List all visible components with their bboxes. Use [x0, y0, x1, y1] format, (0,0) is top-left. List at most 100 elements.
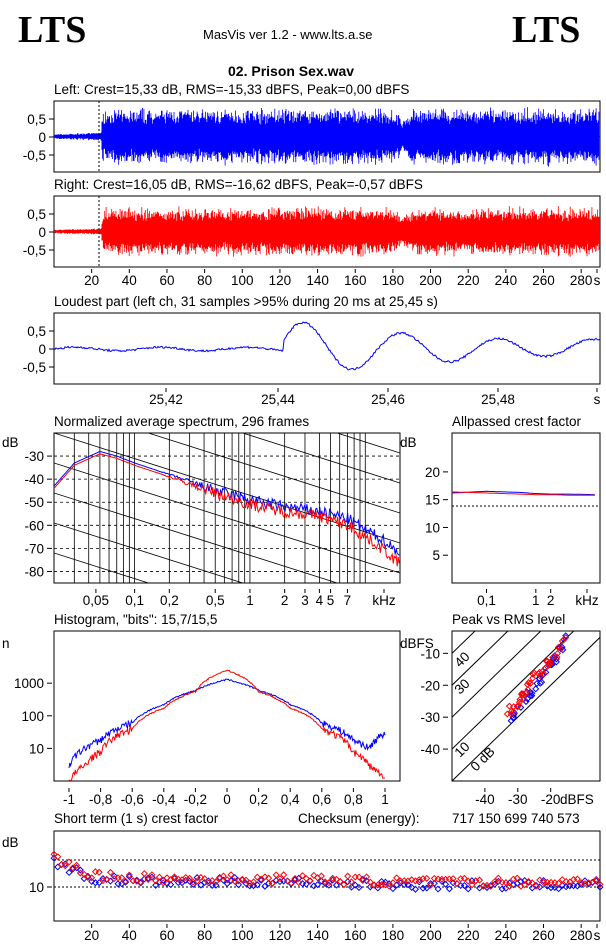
- spectrum-slope: [54, 283, 400, 393]
- shortcrest-point: [144, 875, 152, 884]
- x-tick-label: 2: [281, 593, 289, 608]
- shortcrest-point: [393, 874, 401, 882]
- y-tick-label: 100: [21, 709, 44, 724]
- loudest-frame: [53, 312, 601, 385]
- y-tick-label: 10: [29, 741, 44, 756]
- x-tick-label: 280: [570, 928, 593, 943]
- shortcrest-point: [114, 880, 122, 888]
- shortcrest-point: [61, 862, 69, 870]
- spectrum-title: Normalized average spectrum, 296 frames: [54, 414, 310, 429]
- shortcrest-point: [193, 877, 201, 885]
- app-title: MasVis ver 1.2 - www.lts.a.se: [203, 27, 373, 42]
- shortcrest-point: [453, 879, 461, 888]
- crest-chart: dB: [400, 432, 601, 584]
- diagonal-label: 30: [452, 676, 473, 697]
- shortcrest-point: [445, 885, 453, 893]
- y-tick-label: -80: [24, 564, 44, 579]
- y-tick-label: -0,5: [23, 243, 46, 258]
- x-tick-label: 140: [306, 928, 329, 943]
- y-tick-label: 10: [425, 520, 440, 535]
- peakrms-point: [518, 690, 526, 698]
- shortcrest-point: [502, 879, 510, 887]
- peakrms-diagonal: [452, 631, 476, 655]
- shortcrest-point: [287, 879, 295, 887]
- y-tick-label: 0,5: [27, 112, 46, 127]
- shortcrest-point: [543, 878, 551, 886]
- shortcrest-point: [513, 874, 521, 882]
- peakrms-point: [503, 710, 511, 718]
- shortcrest-point: [344, 872, 352, 880]
- x-tick-label: 25,46: [371, 392, 405, 407]
- peakrms-xlabel: dBFS: [560, 792, 594, 807]
- shortcrest-point: [95, 868, 103, 876]
- shortcrest-point: [80, 870, 88, 878]
- x-tick-label: -0,6: [121, 792, 144, 807]
- x-tick-label: 260: [532, 273, 555, 288]
- right-waveform-title: Right: Crest=16,05 dB, RMS=-16,62 dBFS, …: [54, 177, 423, 192]
- shortcrest-point: [272, 871, 280, 879]
- shortcrest-point: [506, 882, 514, 890]
- peakrms-point: [520, 691, 528, 699]
- loudest-trace: [53, 321, 601, 371]
- shortcrest-point: [95, 879, 103, 887]
- peakrms-point: [507, 707, 516, 715]
- shortcrest-point: [404, 881, 412, 889]
- diagonal-label: 40: [452, 649, 473, 670]
- x-tick-label: 180: [382, 273, 405, 288]
- x-tick-label: -0,8: [89, 792, 112, 807]
- spectrum-ylabel: dB: [2, 435, 19, 450]
- peakrms-ylabel: dBFS: [400, 636, 434, 651]
- shortcrest-point: [227, 871, 235, 879]
- peakrms-point: [515, 701, 523, 709]
- left-waveform-chart: [53, 100, 601, 173]
- x-tick-label: 0,4: [281, 792, 300, 807]
- y-tick-label: 20: [425, 465, 440, 480]
- y-tick-label: 0,5: [27, 324, 46, 339]
- right-waveform-chart: [53, 195, 601, 268]
- x-tick-label: s: [594, 273, 601, 288]
- shortcrest-point: [400, 881, 408, 889]
- peakrms-diagonal: [452, 631, 575, 750]
- peakrms-point: [522, 689, 530, 697]
- peakrms-point: [558, 637, 566, 645]
- shortcrest-point: [91, 879, 99, 887]
- shortcrest-point: [54, 853, 62, 861]
- y-tick-label: -70: [24, 541, 44, 556]
- shortcrest-point: [336, 877, 344, 886]
- shortcrest-point: [596, 880, 604, 888]
- shortcrest-point: [125, 873, 133, 881]
- peakrms-point: [562, 632, 570, 640]
- shortcrest-point: [566, 882, 574, 890]
- shortcrest-point: [250, 878, 258, 886]
- shortcrest-point: [411, 885, 420, 893]
- x-tick-label: -0,2: [184, 792, 207, 807]
- y-tick-label: 15: [425, 493, 440, 508]
- shortcrest-point: [325, 879, 333, 887]
- x-tick-label: 180: [382, 928, 405, 943]
- shortcrest-point: [268, 879, 276, 888]
- shortcrest-point: [159, 879, 167, 887]
- peakrms-point: [525, 679, 533, 687]
- shortcrest-point: [570, 882, 578, 890]
- peakrms-point: [532, 685, 540, 693]
- x-tick-label: -20: [541, 792, 561, 807]
- shortcrest-point: [468, 881, 476, 889]
- shortcrest-point: [103, 875, 111, 883]
- shortcrest-point: [460, 874, 468, 882]
- shortcrest-point: [351, 873, 359, 881]
- x-tick-label: 40: [122, 273, 137, 288]
- shortcrest-point: [423, 874, 431, 882]
- shortcrest-point: [152, 881, 160, 889]
- shortcrest-point: [302, 880, 310, 888]
- spectrum-slope: [54, 433, 400, 544]
- histogram-series-red: [68, 669, 385, 782]
- shortcrest-point: [389, 879, 397, 887]
- shortcrest-point: [464, 877, 472, 885]
- histogram-chart: n: [2, 630, 401, 782]
- shortcrest-point: [464, 885, 472, 893]
- shortcrest-point: [223, 880, 231, 888]
- x-tick-label: 120: [269, 928, 292, 943]
- x-tick-label: 25,42: [149, 392, 183, 407]
- y-tick-label: -60: [24, 518, 44, 533]
- shortcrest-point: [555, 879, 563, 887]
